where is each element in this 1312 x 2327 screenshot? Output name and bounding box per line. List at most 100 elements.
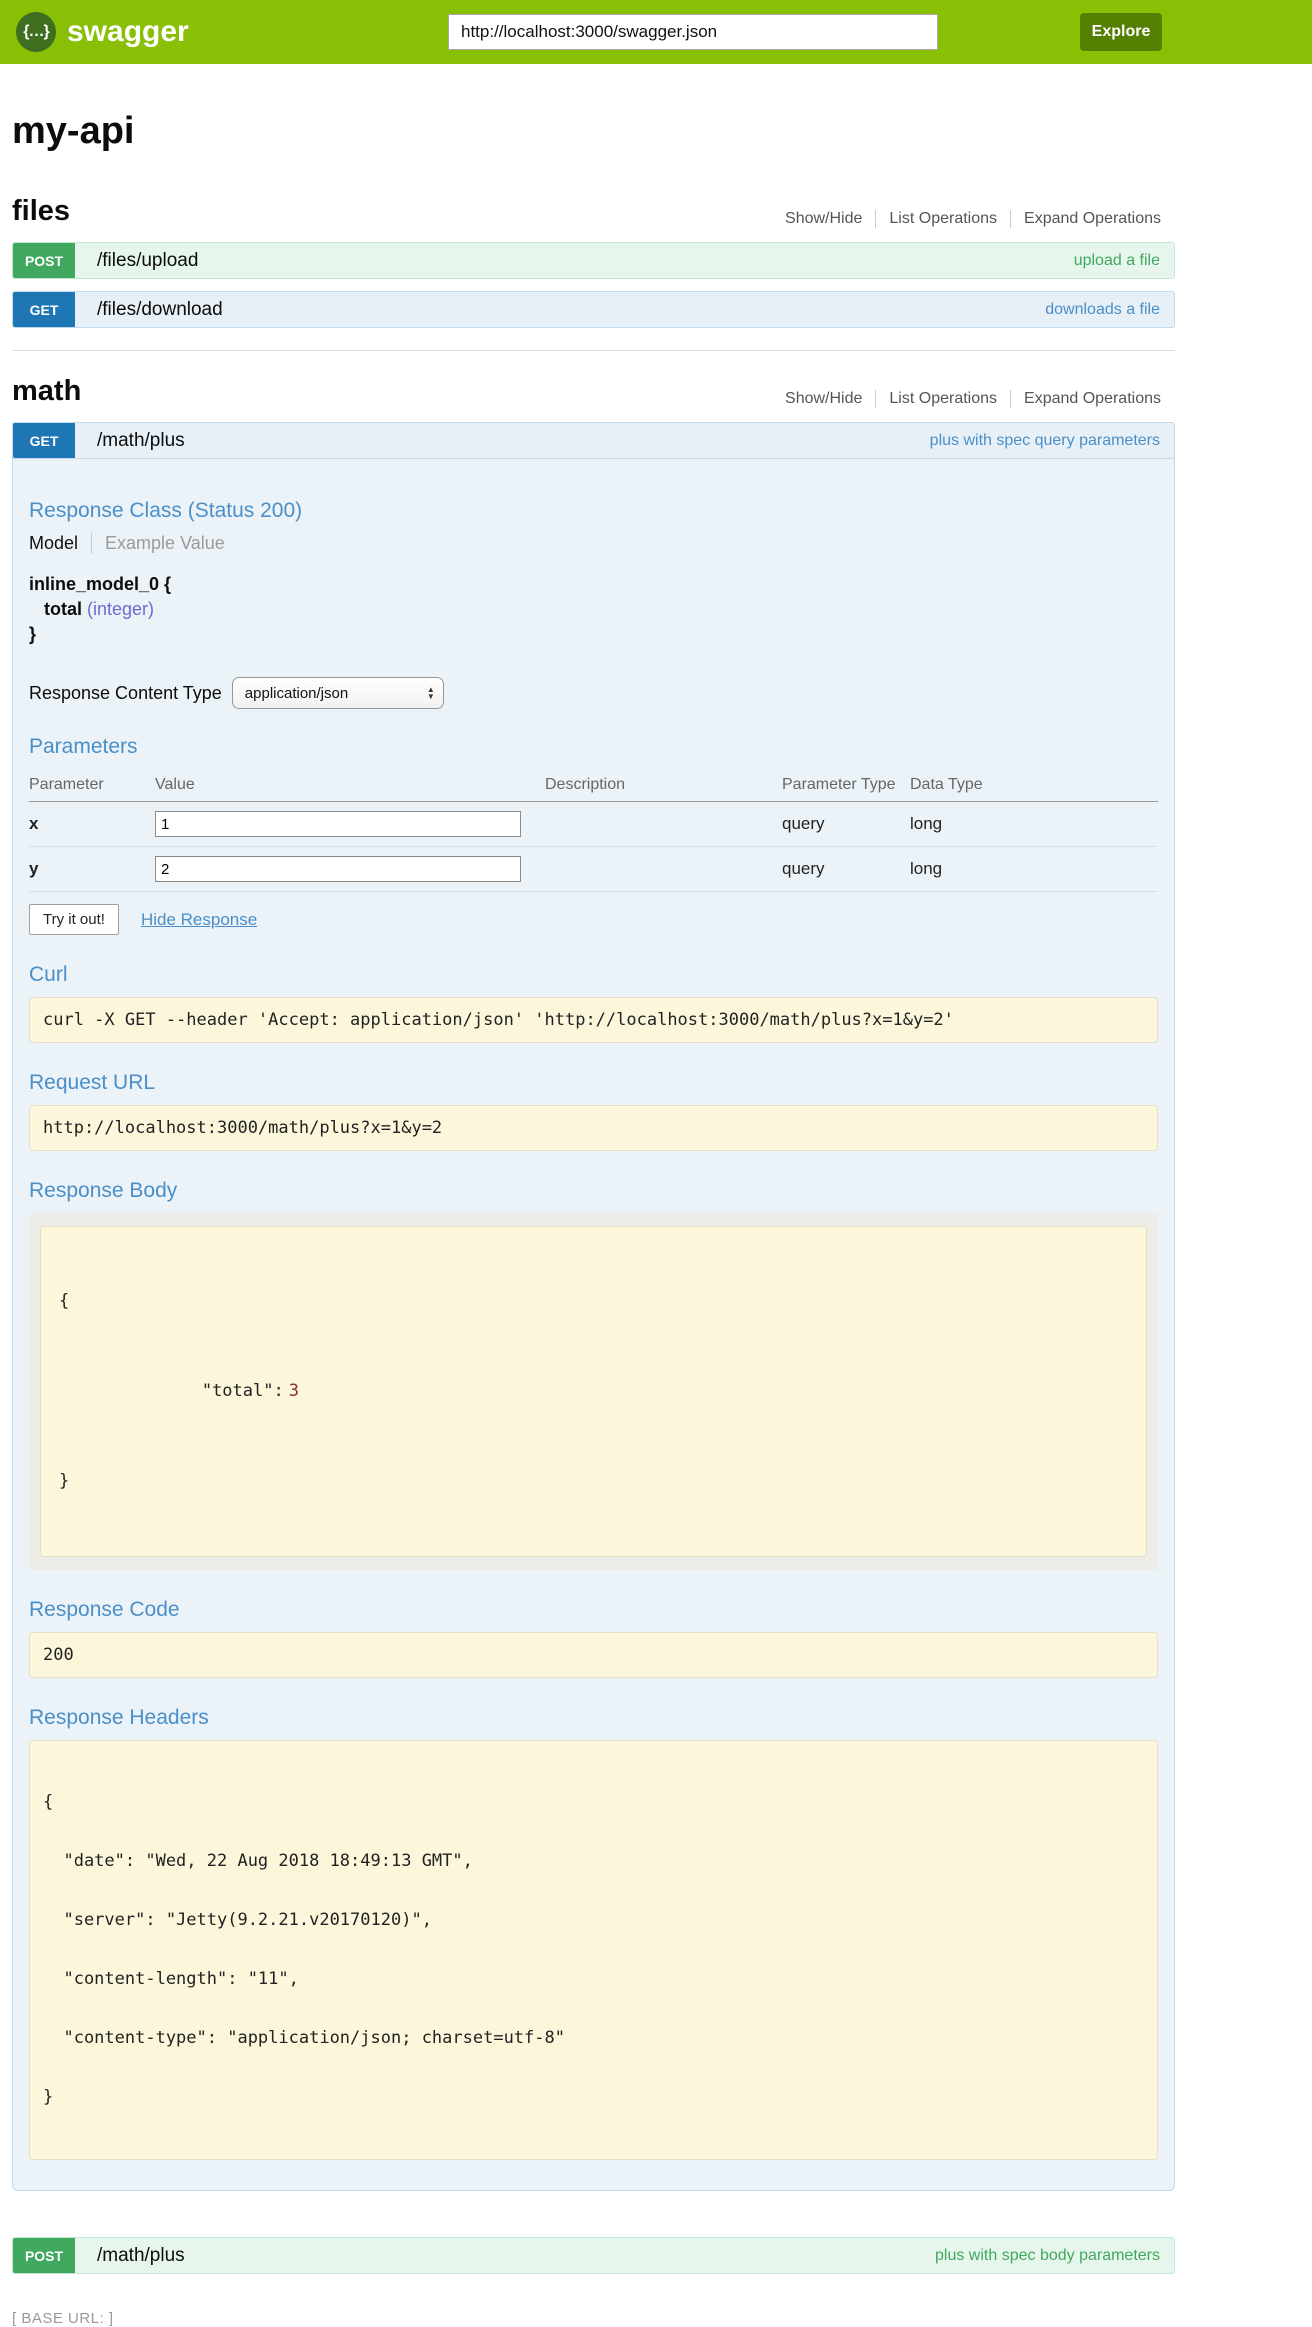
param-data-type: long [910, 846, 1158, 892]
param-y-value-input[interactable] [155, 856, 521, 882]
expand-operations-link[interactable]: Expand Operations [1010, 390, 1161, 408]
property-name: total [44, 599, 82, 619]
response-class-heading: Response Class (Status 200) [29, 499, 303, 522]
json-open-brace: { [59, 1291, 70, 1311]
section-head-math: math Show/Hide List Operations Expand Op… [12, 375, 1175, 408]
col-value: Value [155, 769, 545, 802]
select-stepper-icon: ▲ ▼ [426, 685, 435, 701]
model-tabs: Model Example Value [29, 533, 1158, 554]
param-x-value-input[interactable] [155, 811, 521, 837]
operation-detail-panel: Response Class (Status 200) Model Exampl… [12, 459, 1175, 2191]
param-name: y [29, 846, 155, 892]
col-data-type: Data Type [910, 769, 1158, 802]
stepper-down-icon: ▼ [426, 692, 435, 701]
base-url-label: [ BASE URL: ] [12, 2310, 114, 2327]
parameters-heading: Parameters [29, 735, 138, 758]
operation-row[interactable]: POST /files/upload upload a file [12, 242, 1175, 279]
section-title-files: files [12, 195, 71, 227]
parameter-row-x: x query long [29, 801, 1158, 847]
operation-row[interactable]: GET /files/download downloads a file [12, 291, 1175, 328]
api-url-input[interactable] [448, 14, 938, 50]
col-parameter: Parameter [29, 769, 155, 802]
operation-get-files-download: GET /files/download downloads a file [12, 291, 1175, 328]
braces-icon: {…} [23, 23, 49, 40]
response-code-block: 200 [29, 1632, 1158, 1678]
main-content: my-api files Show/Hide List Operations E… [12, 110, 1175, 2274]
param-type: query [782, 846, 910, 892]
parameter-row-y: y query long [29, 846, 1158, 892]
operation-summary-link[interactable]: upload a file [1073, 251, 1160, 269]
headers-line: } [43, 2087, 54, 2107]
property-type: (integer) [87, 599, 155, 619]
operation-summary-link[interactable]: plus with spec query parameters [929, 431, 1160, 449]
show-hide-link[interactable]: Show/Hide [785, 210, 863, 227]
response-body-heading: Response Body [29, 1179, 178, 1202]
param-description [545, 801, 782, 847]
stepper-up-icon: ▲ [426, 685, 435, 694]
headers-line: "server": "Jetty(9.2.21.v20170120)", [43, 1910, 432, 1930]
list-operations-link[interactable]: List Operations [875, 210, 1010, 228]
response-content-type-row: Response Content Type application/json ▲… [29, 677, 1158, 709]
http-method-badge: POST [13, 243, 75, 278]
try-it-out-row: Try it out! Hide Response [29, 904, 1158, 935]
operation-row[interactable]: GET /math/plus plus with spec query para… [12, 422, 1175, 459]
col-description: Description [545, 769, 782, 802]
operation-row[interactable]: POST /math/plus plus with spec body para… [12, 2237, 1175, 2274]
section-divider [12, 350, 1175, 351]
hide-response-link[interactable]: Hide Response [140, 909, 258, 929]
section-title-math: math [12, 375, 82, 407]
top-bar: {…} swagger Explore [0, 0, 1312, 64]
explore-button[interactable]: Explore [1080, 13, 1162, 51]
response-headers-heading: Response Headers [29, 1706, 209, 1729]
try-it-out-button[interactable]: Try it out! [29, 904, 119, 935]
headers-line: { [43, 1792, 54, 1812]
operation-post-math-plus: POST /math/plus plus with spec body para… [12, 2237, 1175, 2274]
tab-model[interactable]: Model [29, 533, 79, 553]
model-close-line: } [29, 624, 37, 644]
json-key: "total": [201, 1381, 284, 1401]
headers-line: "date": "Wed, 22 Aug 2018 18:49:13 GMT", [43, 1851, 473, 1871]
param-data-type: long [910, 801, 1158, 847]
list-operations-link[interactable]: List Operations [875, 390, 1010, 408]
response-content-type-select[interactable]: application/json ▲ ▼ [231, 677, 444, 709]
response-headers-block: { "date": "Wed, 22 Aug 2018 18:49:13 GMT… [29, 1740, 1158, 2160]
response-body-block: { "total": 3 } [40, 1226, 1147, 1557]
swagger-brand[interactable]: {…} swagger [16, 12, 189, 52]
http-method-badge: POST [13, 2238, 75, 2273]
operation-path-link[interactable]: /math/plus [97, 429, 185, 451]
model-signature: inline_model_0 { total (integer) } [29, 572, 1158, 647]
model-open-line: inline_model_0 { [29, 574, 172, 594]
request-url-heading: Request URL [29, 1071, 156, 1094]
request-url-block: http://localhost:3000/math/plus?x=1&y=2 [29, 1105, 1158, 1151]
parameters-table: Parameter Value Description Parameter Ty… [29, 769, 1158, 892]
curl-heading: Curl [29, 963, 68, 986]
operation-post-files-upload: POST /files/upload upload a file [12, 242, 1175, 279]
headers-line: "content-type": "application/json; chars… [43, 2028, 565, 2048]
json-value: 3 [288, 1381, 299, 1401]
section-links-files: Show/Hide List Operations Expand Operati… [772, 210, 1175, 228]
operation-get-math-plus: GET /math/plus plus with spec query para… [12, 422, 1175, 2191]
brand-text: swagger [67, 15, 189, 48]
tab-example-value[interactable]: Example Value [91, 533, 225, 554]
response-code-heading: Response Code [29, 1598, 180, 1621]
expand-operations-link[interactable]: Expand Operations [1010, 210, 1161, 228]
headers-line: "content-length": "11", [43, 1969, 299, 1989]
operation-path-link[interactable]: /files/upload [97, 249, 199, 271]
json-total-line: "total": 3 [59, 1354, 1128, 1429]
swagger-logo-icon: {…} [16, 12, 56, 52]
operation-path-link[interactable]: /math/plus [97, 2244, 185, 2266]
operation-summary-link[interactable]: plus with spec body parameters [935, 2246, 1160, 2264]
response-body-frame: { "total": 3 } [29, 1213, 1158, 1570]
page-title: my-api [12, 110, 135, 152]
curl-command-block: curl -X GET --header 'Accept: applicatio… [29, 997, 1158, 1043]
base-url-footer: [ BASE URL: ] [12, 2310, 1312, 2327]
show-hide-link[interactable]: Show/Hide [785, 390, 863, 407]
param-name: x [29, 801, 155, 847]
operation-summary-link[interactable]: downloads a file [1045, 300, 1160, 318]
section-head-files: files Show/Hide List Operations Expand O… [12, 195, 1175, 228]
col-parameter-type: Parameter Type [782, 769, 910, 802]
selected-content-type: application/json [244, 684, 349, 702]
model-property: total (integer) [29, 597, 1158, 622]
operation-path-link[interactable]: /files/download [97, 298, 223, 320]
parameters-header-row: Parameter Value Description Parameter Ty… [29, 769, 1158, 802]
